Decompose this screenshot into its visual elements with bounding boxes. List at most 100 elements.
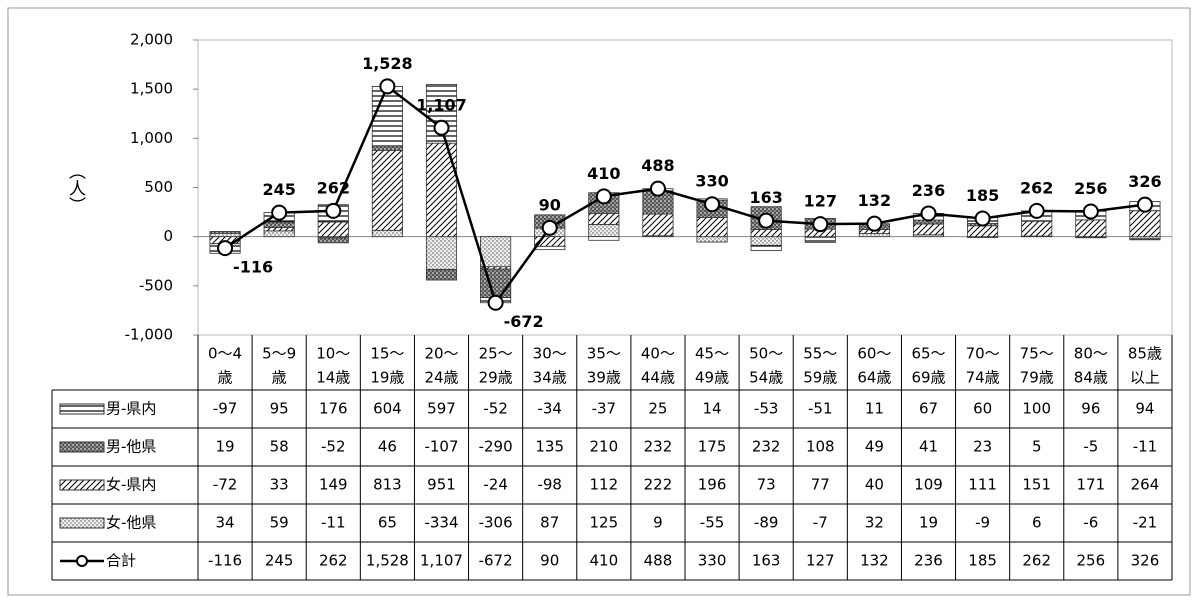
table-cell: -52: [483, 400, 508, 418]
data-label: 236: [912, 181, 945, 200]
table-cell: 410: [590, 552, 619, 570]
data-label: 488: [641, 156, 674, 175]
table-cell: 127: [806, 552, 835, 570]
table-cell: 604: [373, 400, 402, 418]
bar: [371, 229, 403, 238]
table-cell: 210: [590, 438, 619, 456]
y-tick-label: -1,000: [125, 326, 173, 344]
line-marker: [433, 119, 450, 136]
table-cell: 19: [919, 514, 938, 532]
x-tick-label: 80～: [1074, 345, 1108, 363]
line-marker: [920, 205, 937, 222]
bar: [425, 142, 458, 238]
data-label: 132: [858, 191, 891, 210]
table-cell: 1,528: [366, 552, 409, 570]
line-marker: [595, 188, 612, 205]
table-cell: 176: [319, 400, 348, 418]
table-cell: 232: [644, 438, 673, 456]
x-tick-label: 以上: [1130, 369, 1160, 387]
x-tick-label: 30～: [533, 345, 567, 363]
bar: [209, 232, 241, 238]
x-tick-label: 35～: [587, 345, 621, 363]
x-tick-label: 55～: [803, 345, 837, 363]
bar: [209, 231, 241, 234]
x-tick-label: 75～: [1020, 345, 1054, 363]
bar: [263, 221, 295, 229]
table-cell: 87: [540, 514, 559, 532]
bar: [588, 212, 620, 225]
bar: [1129, 210, 1161, 238]
legend-label: 女-他県: [106, 514, 156, 532]
table-cell: -72: [213, 476, 238, 494]
bar: [1129, 238, 1161, 241]
table-cell: -6: [1083, 514, 1098, 532]
data-label: 1,528: [362, 54, 413, 73]
table-cell: -34: [537, 400, 562, 418]
data-label: 326: [1128, 172, 1161, 191]
table-cell: -97: [213, 400, 238, 418]
table-cell: -7: [813, 514, 828, 532]
table-cell: 262: [1022, 552, 1051, 570]
y-tick-label: -500: [139, 276, 173, 294]
bar: [696, 216, 728, 238]
table-cell: 33: [270, 476, 289, 494]
data-label: 330: [695, 172, 728, 191]
legend-swatch: [59, 517, 105, 529]
table-cell: -89: [754, 514, 779, 532]
x-tick-label: 84歳: [1074, 369, 1108, 387]
table-cell: 232: [752, 438, 781, 456]
y-tick-label: 2,000: [130, 31, 173, 49]
bar: [967, 225, 999, 238]
bar: [1021, 220, 1053, 237]
table-cell: -53: [754, 400, 779, 418]
table-cell: 196: [698, 476, 727, 494]
table-cell: 25: [648, 400, 667, 418]
table-cell: 111: [968, 476, 997, 494]
table-cell: 185: [968, 552, 997, 570]
table-cell: -672: [479, 552, 513, 570]
table-cell: 597: [427, 400, 456, 418]
total-line: [224, 84, 1146, 306]
x-tick-label: 49歳: [695, 369, 729, 387]
x-tick-label: 39歳: [587, 369, 621, 387]
line-marker: [1082, 203, 1099, 220]
line-marker: [1028, 202, 1045, 219]
x-tick-label: 24歳: [424, 369, 458, 387]
table-cell: -107: [424, 438, 458, 456]
line-marker: [541, 219, 558, 236]
table-cell: 326: [1131, 552, 1160, 570]
x-tick-label: 69歳: [911, 369, 945, 387]
table-cell: 175: [698, 438, 727, 456]
table-cell: 262: [319, 552, 348, 570]
table-cell: 67: [919, 400, 938, 418]
bar: [750, 245, 782, 252]
legend-label: 女-県内: [106, 476, 156, 494]
table-cell: -11: [1133, 438, 1158, 456]
line-marker: [649, 180, 666, 197]
table-cell: -98: [537, 476, 562, 494]
x-tick-label: 19歳: [370, 369, 404, 387]
y-tick-label: 1,500: [130, 80, 173, 98]
line-marker: [812, 216, 829, 233]
table-cell: 330: [698, 552, 727, 570]
x-tick-label: 15～: [370, 345, 404, 363]
x-tick-label: 74歳: [966, 369, 1000, 387]
table-cell: -334: [424, 514, 458, 532]
bar: [642, 213, 674, 237]
table-cell: 59: [270, 514, 289, 532]
x-tick-label: 25～: [479, 345, 513, 363]
legend-marker: [76, 555, 88, 567]
table-cell: -37: [592, 400, 617, 418]
chart-frame: [7, 7, 1191, 596]
table-cell: 488: [644, 552, 673, 570]
bar: [804, 236, 836, 243]
table-cell: 135: [535, 438, 564, 456]
table-cell: -21: [1133, 514, 1158, 532]
line-marker: [974, 210, 991, 227]
line-marker: [704, 196, 721, 213]
data-label: 256: [1074, 179, 1107, 198]
bar: [1075, 219, 1107, 238]
bar: [912, 223, 945, 236]
table-cell: 108: [806, 438, 835, 456]
